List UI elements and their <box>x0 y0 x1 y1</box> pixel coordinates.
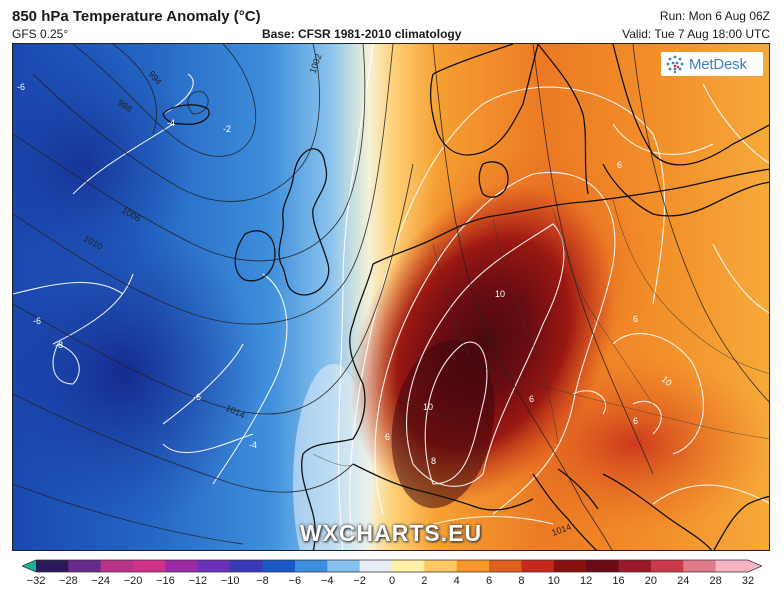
watermark: WXCHARTS.EU <box>299 520 483 546</box>
colorbar-segment <box>165 560 199 572</box>
map-canvas: 994 998 1002 1006 1010 1014 1014 -6 -4 -… <box>13 44 769 550</box>
colorbar-segment <box>230 560 264 572</box>
anomaly-label: 6 <box>633 314 638 324</box>
colorbar-tick-label: 8 <box>518 575 525 587</box>
anomaly-label: 6 <box>529 394 534 404</box>
colorbar-segment <box>586 560 620 572</box>
anomaly-labels: -6 -4 -2 -6 -8 -6 -4 10 10 8 6 6 6 6 6 1… <box>17 82 674 466</box>
colorbar-arrow-right <box>748 560 762 572</box>
anomaly-label: 6 <box>617 160 622 170</box>
colorbar-tick-label: −6 <box>288 575 302 587</box>
colorbar-tick-label: −12 <box>188 575 208 587</box>
colorbar: −32 −28 −24 −20 −16 −12 −10 −8 −6 −4 −2 0 2 4 6 8 10 12 16… <box>20 559 764 599</box>
colorbar-tick-label: 2 <box>421 575 428 587</box>
coastlines <box>162 44 769 550</box>
colorbar-tick-label: 16 <box>612 575 625 587</box>
colorbar-tick-label: −20 <box>123 575 143 587</box>
colorbar-tick-label: 20 <box>644 575 658 587</box>
anomaly-label: -4 <box>167 118 175 128</box>
run-time: Run: Mon 6 Aug 06Z <box>659 9 770 23</box>
colorbar-segment <box>36 560 69 572</box>
colorbar-tick-label: 10 <box>547 575 560 587</box>
colorbar-segment <box>456 560 490 572</box>
globe-dots-icon <box>666 55 684 74</box>
logo-text: MetDesk <box>689 55 747 73</box>
colorbar-tick-label: 24 <box>677 575 690 587</box>
colorbar-segment <box>424 560 458 572</box>
colorbar-segment <box>100 560 134 572</box>
colorbar-tick-label: −2 <box>353 575 366 587</box>
colorbar-tick-label: 6 <box>486 575 493 587</box>
anomaly-isotherms <box>13 44 769 550</box>
colorbar-tick-label: 12 <box>580 575 593 587</box>
chart-title: 850 hPa Temperature Anomaly (°C) <box>12 8 261 25</box>
anomaly-label: -6 <box>33 316 41 326</box>
colorbar-segment <box>618 560 652 572</box>
colorbar-segment <box>683 560 717 572</box>
valid-time: Valid: Tue 7 Aug 18:00 UTC <box>622 27 770 41</box>
anomaly-label: -6 <box>193 392 201 402</box>
anomaly-label: -6 <box>17 82 25 92</box>
country-borders <box>312 198 769 467</box>
colorbar-strip <box>20 559 764 573</box>
colorbar-tick-label: −4 <box>320 575 334 587</box>
anomaly-label: -2 <box>223 124 231 134</box>
colorbar-tick-label: 28 <box>709 575 722 587</box>
colorbar-segment <box>553 560 587 572</box>
colorbar-segment <box>327 560 361 572</box>
anomaly-label: 10 <box>495 289 505 299</box>
colorbar-tick-label: −32 <box>26 575 46 587</box>
colorbar-segment <box>359 560 393 572</box>
colorbar-segment <box>197 560 231 572</box>
anomaly-label: 8 <box>431 456 436 466</box>
colorbar-tick-label: 0 <box>388 575 396 587</box>
colorbar-tick-label: −16 <box>156 575 175 587</box>
colorbar-segment <box>294 560 328 572</box>
colorbar-segment <box>392 560 425 572</box>
colorbar-arrow-left <box>22 560 36 572</box>
metdesk-logo: MetDesk <box>661 52 763 76</box>
colorbar-segment <box>650 560 684 572</box>
colorbar-segment <box>262 560 296 572</box>
colorbar-tick-label: −8 <box>256 575 269 587</box>
colorbar-tick-label: 4 <box>453 575 460 587</box>
colorbar-tick-label: −28 <box>59 575 78 587</box>
colorbar-segment <box>68 560 102 572</box>
colorbar-segment <box>521 560 555 572</box>
model-name: GFS 0.25° <box>12 27 69 41</box>
colorbar-segment <box>133 560 166 572</box>
climatology-base: Base: CFSR 1981-2010 climatology <box>262 27 462 41</box>
anomaly-label: -4 <box>249 440 257 450</box>
colorbar-tick-label: −10 <box>220 575 240 587</box>
anomaly-label: 10 <box>423 402 433 412</box>
colorbar-tick-label: 32 <box>741 575 755 587</box>
anomaly-label: 10 <box>660 374 674 388</box>
colorbar-segment <box>715 560 749 572</box>
anomaly-label: 6 <box>633 416 638 426</box>
colorbar-tick-label: −24 <box>91 575 111 587</box>
anomaly-label: -8 <box>55 340 63 350</box>
anomaly-map[interactable]: 994 998 1002 1006 1010 1014 1014 -6 -4 -… <box>12 43 770 551</box>
anomaly-label: 6 <box>385 432 390 442</box>
colorbar-segment <box>489 560 522 572</box>
